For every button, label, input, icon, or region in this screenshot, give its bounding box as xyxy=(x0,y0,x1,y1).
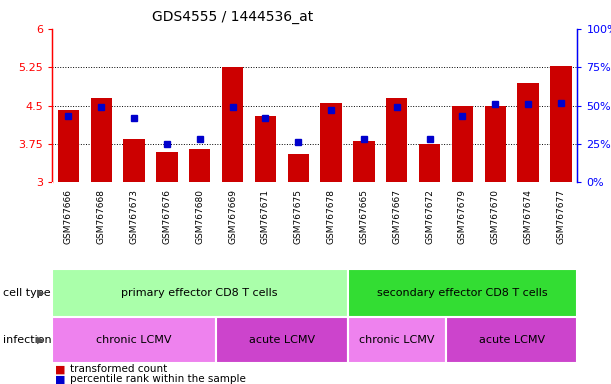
Text: GSM767673: GSM767673 xyxy=(130,189,139,244)
Bar xyxy=(518,83,539,182)
Text: GSM767674: GSM767674 xyxy=(524,189,533,244)
Text: ▶: ▶ xyxy=(37,335,45,345)
Text: GSM767675: GSM767675 xyxy=(294,189,302,244)
Bar xyxy=(320,103,342,182)
Bar xyxy=(52,269,348,317)
Text: GSM767680: GSM767680 xyxy=(196,189,204,244)
Text: GSM767678: GSM767678 xyxy=(327,189,335,244)
Bar xyxy=(485,106,506,182)
Bar xyxy=(57,110,79,182)
Text: transformed count: transformed count xyxy=(70,364,167,374)
Text: GSM767671: GSM767671 xyxy=(261,189,270,244)
Bar xyxy=(419,144,441,182)
Bar xyxy=(446,317,577,363)
Bar xyxy=(156,152,178,182)
Bar xyxy=(452,106,473,182)
Text: GSM767676: GSM767676 xyxy=(163,189,171,244)
Text: GSM767670: GSM767670 xyxy=(491,189,500,244)
Text: cell type: cell type xyxy=(3,288,51,298)
Text: acute LCMV: acute LCMV xyxy=(249,335,315,345)
Bar xyxy=(551,66,572,182)
Text: ■: ■ xyxy=(55,374,65,384)
Text: secondary effector CD8 T cells: secondary effector CD8 T cells xyxy=(377,288,548,298)
Bar xyxy=(386,98,408,182)
Text: GSM767668: GSM767668 xyxy=(97,189,106,244)
Bar xyxy=(353,141,375,182)
Bar xyxy=(348,269,577,317)
Bar xyxy=(52,317,216,363)
Text: GSM767667: GSM767667 xyxy=(392,189,401,244)
Text: acute LCMV: acute LCMV xyxy=(478,335,545,345)
Bar xyxy=(255,116,276,182)
Text: ▶: ▶ xyxy=(37,288,45,298)
Bar xyxy=(90,98,112,182)
Bar xyxy=(288,154,309,182)
Text: chronic LCMV: chronic LCMV xyxy=(97,335,172,345)
Text: ■: ■ xyxy=(55,364,65,374)
Bar xyxy=(189,149,210,182)
Text: GSM767679: GSM767679 xyxy=(458,189,467,244)
Text: primary effector CD8 T cells: primary effector CD8 T cells xyxy=(122,288,278,298)
Bar xyxy=(222,67,243,182)
Text: infection: infection xyxy=(3,335,52,345)
Text: chronic LCMV: chronic LCMV xyxy=(359,335,434,345)
Bar xyxy=(216,317,348,363)
Bar xyxy=(348,317,446,363)
Text: percentile rank within the sample: percentile rank within the sample xyxy=(70,374,246,384)
Text: GSM767665: GSM767665 xyxy=(359,189,368,244)
Text: GSM767672: GSM767672 xyxy=(425,189,434,244)
Bar xyxy=(123,139,145,182)
Text: GDS4555 / 1444536_at: GDS4555 / 1444536_at xyxy=(152,10,313,23)
Text: GSM767666: GSM767666 xyxy=(64,189,73,244)
Text: GSM767669: GSM767669 xyxy=(228,189,237,244)
Text: GSM767677: GSM767677 xyxy=(557,189,565,244)
